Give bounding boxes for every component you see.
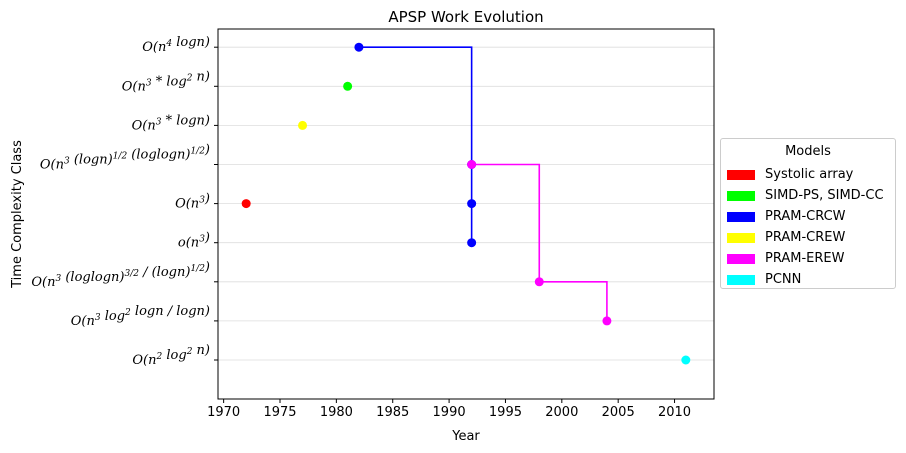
x-axis-ticks: 1970 1975 1980 1985 1990 1995 2000 2005 2010 (207, 399, 691, 420)
y-tick-label: O(n3 (loglogn)3/2 / (logn)1/2) (31, 260, 210, 290)
series-line (358, 46, 473, 243)
legend-label: SIMD-PS, SIMD-CC (765, 188, 884, 203)
data-point (343, 81, 353, 91)
legend-swatch (727, 232, 755, 243)
y-tick-label: O(n3 log2 logn / logn) (71, 304, 210, 329)
data-point (602, 316, 612, 326)
x-tick-label: 1985 (376, 405, 409, 420)
x-tick-label: 1970 (207, 405, 240, 420)
series-lines (358, 46, 608, 321)
legend-swatch (727, 274, 755, 285)
data-point (298, 120, 308, 130)
legend-swatch (727, 253, 755, 264)
x-tick-label: 1990 (433, 405, 466, 420)
data-point (467, 238, 477, 248)
x-axis-label: Year (451, 429, 480, 444)
data-point (241, 199, 251, 209)
data-point (467, 160, 477, 169)
legend-item: PRAM-CRCW (727, 206, 889, 227)
data-point (354, 42, 364, 52)
y-tick-label: O(n2 log2 n) (132, 343, 210, 368)
plot-frame (217, 28, 715, 400)
y-axis-label: Time Complexity Class (10, 140, 25, 289)
chart-title: APSP Work Evolution (388, 8, 543, 26)
legend-item: SIMD-PS, SIMD-CC (727, 185, 889, 206)
y-tick-label: O(n4 logn) (142, 35, 210, 55)
legend-title: Models (785, 144, 831, 159)
legend-item: PRAM-CREW (727, 227, 889, 248)
legend-label: PCNN (765, 272, 802, 287)
legend-swatch (727, 169, 755, 180)
x-tick-label: 1980 (320, 405, 353, 420)
legend-swatch (727, 190, 755, 201)
data-point (467, 199, 477, 209)
legend-label: PRAM-EREW (765, 251, 845, 266)
legend-item: PRAM-EREW (727, 248, 889, 269)
x-tick-label: 2005 (602, 405, 635, 420)
y-tick-label: O(n3 (logn)1/2 (loglogn)1/2) (40, 143, 210, 173)
legend-items: Systolic array SIMD-PS, SIMD-CC PRAM-CRCW P… (727, 164, 889, 290)
legend-label: PRAM-CREW (765, 230, 846, 245)
y-tick-label: o(n3) (178, 231, 210, 251)
data-point (534, 277, 544, 287)
legend-item: Systolic array (727, 164, 889, 185)
legend-label: PRAM-CRCW (765, 209, 846, 224)
x-tick-label: 2010 (658, 405, 691, 420)
data-points (241, 42, 691, 365)
legend: Models Systolic array SIMD-PS, SIMD-CC PRA… (720, 138, 896, 289)
x-tick-label: 2000 (545, 405, 578, 420)
legend-item: PCNN (727, 269, 889, 290)
legend-label: Systolic array (765, 167, 854, 182)
y-axis-ticks: O(n2 log2 n) O(n3 log2 logn / logn) O(n3 (… (31, 35, 218, 368)
data-point (681, 355, 691, 365)
x-tick-label: 1975 (263, 405, 296, 420)
y-tick-label: O(n3 * logn) (132, 113, 210, 133)
legend-swatch (727, 211, 755, 222)
grid (218, 46, 714, 361)
x-tick-label: 1995 (489, 405, 522, 420)
y-tick-label: O(n3) (175, 192, 210, 212)
y-tick-label: O(n3 * log2 n) (122, 69, 210, 94)
